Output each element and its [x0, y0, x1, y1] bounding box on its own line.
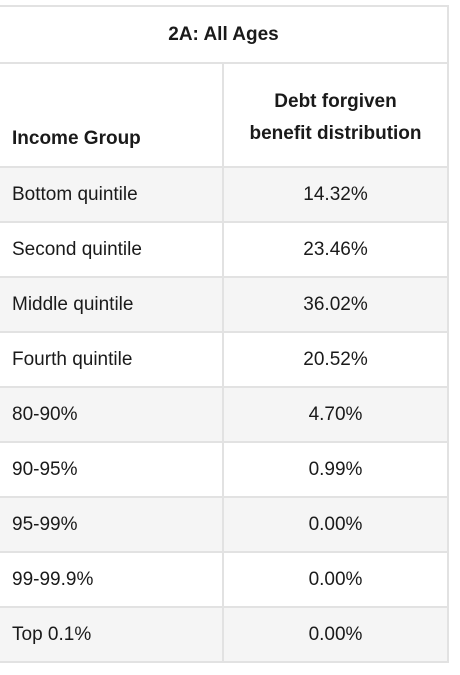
distribution-table-container: 2A: All Ages Income Group Debt forgiven … — [0, 5, 450, 663]
benefit-value-cell: 0.00% — [221, 551, 450, 608]
income-group-cell: Middle quintile — [0, 276, 224, 333]
table-row: Fourth quintile 20.52% — [0, 331, 450, 388]
income-group-cell: Top 0.1% — [0, 606, 224, 663]
table-row: 99-99.9% 0.00% — [0, 551, 450, 608]
benefit-value-cell: 14.32% — [221, 166, 450, 223]
table-row: 80-90% 4.70% — [0, 386, 450, 443]
benefit-value-cell: 23.46% — [221, 221, 450, 278]
income-group-cell: Second quintile — [0, 221, 224, 278]
distribution-table: 2A: All Ages Income Group Debt forgiven … — [0, 5, 450, 663]
table-header-row: Income Group Debt forgiven benefit distr… — [0, 62, 450, 168]
income-group-cell: 95-99% — [0, 496, 224, 553]
table-row: 95-99% 0.00% — [0, 496, 450, 553]
header-income-group: Income Group — [0, 62, 224, 168]
table-row: Top 0.1% 0.00% — [0, 606, 450, 663]
table-row: 90-95% 0.99% — [0, 441, 450, 498]
income-group-cell: 80-90% — [0, 386, 224, 443]
benefit-value-cell: 0.99% — [221, 441, 450, 498]
table-row: Middle quintile 36.02% — [0, 276, 450, 333]
table-row: Bottom quintile 14.32% — [0, 166, 450, 223]
benefit-value-cell: 20.52% — [221, 331, 450, 388]
table-row: Second quintile 23.46% — [0, 221, 450, 278]
header-debt-forgiven: Debt forgiven benefit distribution — [221, 62, 450, 168]
benefit-value-cell: 4.70% — [221, 386, 450, 443]
table-caption: 2A: All Ages — [0, 5, 450, 64]
benefit-value-cell: 36.02% — [221, 276, 450, 333]
income-group-cell: 99-99.9% — [0, 551, 224, 608]
header-debt-forgiven-line1: Debt forgiven — [274, 91, 397, 112]
income-group-cell: Bottom quintile — [0, 166, 224, 223]
income-group-cell: 90-95% — [0, 441, 224, 498]
benefit-value-cell: 0.00% — [221, 606, 450, 663]
income-group-cell: Fourth quintile — [0, 331, 224, 388]
header-debt-forgiven-line2: benefit distribution — [249, 123, 422, 144]
table-caption-row: 2A: All Ages — [0, 5, 450, 64]
benefit-value-cell: 0.00% — [221, 496, 450, 553]
